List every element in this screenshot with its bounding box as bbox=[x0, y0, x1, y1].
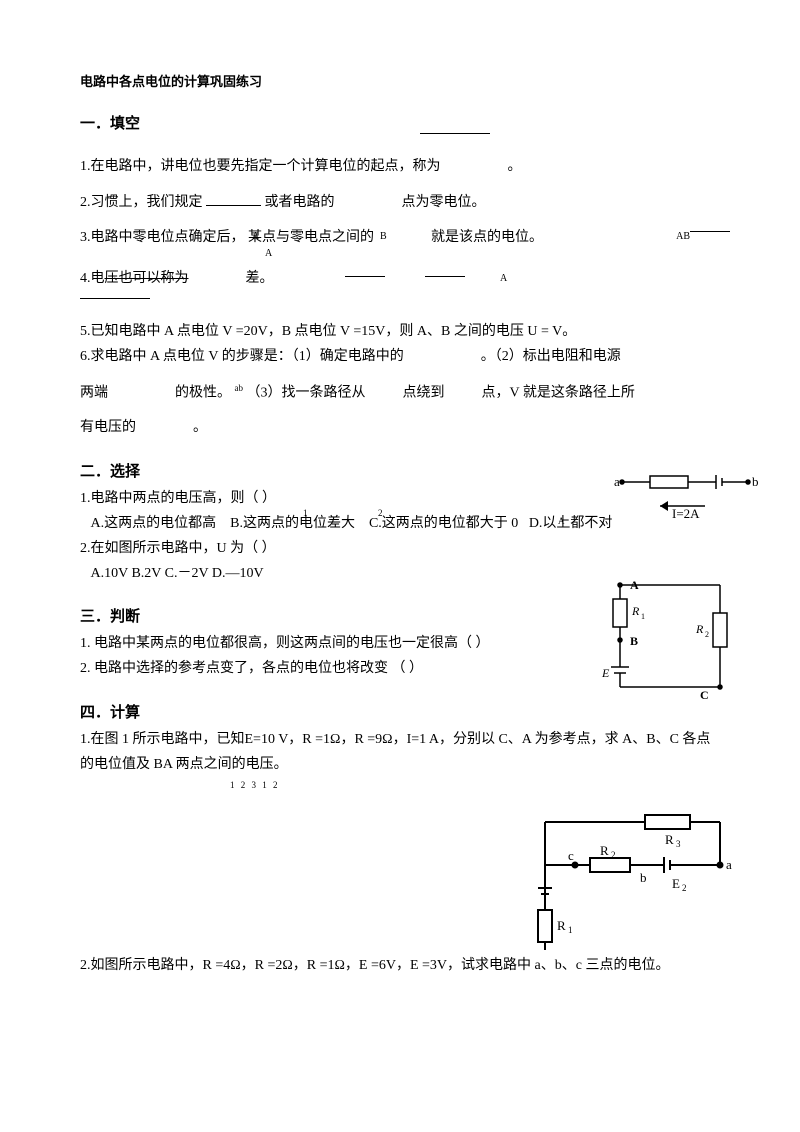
s2q2: 2.在如图所示电路中，U 为（ ） bbox=[80, 536, 720, 561]
q4-stray2 bbox=[425, 276, 465, 277]
page: 电路中各点电位的计算巩固练习 一．填空 1.在电路中，讲电位也要先指定一个计算电… bbox=[0, 0, 800, 1018]
q6a: 6.求电路中 A 点电位 V 的步骤是：（1）确定电路中的 。（2）标出电阻和电… bbox=[80, 344, 720, 369]
q6a-end: 。（2）标出电阻和电源 bbox=[481, 349, 621, 364]
q3-supA: A bbox=[252, 228, 259, 246]
lbl-R2s: 2 bbox=[611, 850, 616, 860]
lbl-C: C bbox=[700, 688, 709, 702]
lbl-R1: R bbox=[631, 604, 640, 618]
q3-stray-blank bbox=[690, 231, 730, 232]
lbl-R1s: 1 bbox=[568, 925, 573, 935]
q5-text: 5.已知电路中 A 点电位 V =20V，B 点电位 V =15V，则 A、B … bbox=[80, 324, 576, 339]
q2-a: 2.习惯上，我们规定 bbox=[80, 195, 203, 210]
q4-supA: A bbox=[500, 270, 507, 288]
section1-heading: 一．填空 bbox=[80, 111, 720, 138]
q6b-a: 两端 bbox=[80, 385, 108, 400]
s2q1-optB: B.这两点的电位差大 bbox=[230, 516, 355, 531]
lbl-R3: R bbox=[665, 832, 674, 847]
lbl-A: A bbox=[630, 578, 639, 592]
lbl-R1s: 1 bbox=[641, 612, 645, 621]
q3-a: 3.电路中零电位点确定后， bbox=[80, 230, 245, 245]
s2q1-supA: A bbox=[558, 513, 565, 529]
lbl-b: b bbox=[640, 870, 647, 885]
s4q2: 2.如图所示电路中，R =4Ω，R =2Ω，R =1Ω，E =6V，E =3V，… bbox=[80, 953, 720, 978]
q6b-supab: ab bbox=[235, 383, 244, 393]
s2q1-optC: C.这两点的电位都大于 0 bbox=[369, 516, 518, 531]
q6b-e: 点，V 就是这条路径上所 bbox=[482, 385, 635, 400]
q6b-d: 点绕到 bbox=[403, 385, 445, 400]
q2: 2.习惯上，我们规定 或者电路的 点为零电位。 bbox=[80, 190, 720, 215]
lbl-E2s: 2 bbox=[682, 883, 687, 893]
lbl-E2: E bbox=[672, 876, 680, 891]
q1: 1.在电路中，讲电位也要先指定一个计算电位的起点，称为 。 bbox=[80, 154, 720, 179]
q2-c: 点为零电位。 bbox=[402, 195, 486, 210]
q4-end: 差。 bbox=[246, 271, 274, 286]
section1-heading-text: 一．填空 bbox=[80, 116, 140, 132]
lbl-b: b bbox=[752, 474, 759, 489]
q3-subA: A bbox=[265, 245, 272, 263]
lbl-E: E bbox=[601, 666, 610, 680]
lbl-R2: R bbox=[695, 622, 704, 636]
lbl-a: a bbox=[726, 857, 732, 872]
q2-blank1 bbox=[206, 205, 261, 206]
q6c: 有电压的 。 bbox=[80, 415, 720, 440]
q4-stray3 bbox=[80, 298, 150, 299]
s2q1-optD: D.以上都不对 bbox=[529, 516, 613, 531]
s2q1-sup2: 2 bbox=[378, 505, 383, 521]
lbl-R3s: 3 bbox=[676, 839, 681, 849]
q4: 4.电压也可以称为 差。 A bbox=[80, 266, 720, 291]
q3-supB: B bbox=[380, 228, 387, 246]
q6a-text: 6.求电路中 A 点电位 V 的步骤是：（1）确定电路中的 bbox=[80, 349, 404, 364]
lbl-a: a bbox=[614, 474, 620, 489]
circuit-r123-icon: R 3 R 2 R 1 E 2 c b a bbox=[520, 810, 740, 955]
q4-strike: 压也可以称为 bbox=[105, 271, 189, 286]
q6c-b: 。 bbox=[193, 420, 207, 435]
lbl-c: c bbox=[568, 848, 574, 863]
q4-a: 4.电 bbox=[80, 271, 105, 286]
q1-text: 1.在电路中，讲电位也要先指定一个计算电位的起点，称为 bbox=[80, 159, 441, 174]
s4q1-subs: 1 2 3 1 2 bbox=[80, 777, 720, 793]
q5: 5.已知电路中 A 点电位 V =20V，B 点电位 V =15V，则 A、B … bbox=[80, 319, 720, 344]
q2-b: 或者电路的 bbox=[265, 195, 335, 210]
q6c-a: 有电压的 bbox=[80, 420, 136, 435]
q3-supAB: AB bbox=[676, 228, 690, 246]
q6b-c: （3）找一条路径从 bbox=[247, 385, 366, 400]
lbl-I: I=2A bbox=[672, 506, 700, 521]
circuit-r1r2-icon: A B C E R 1 R 2 bbox=[600, 575, 740, 705]
q3-c: 就是该点的电位。 bbox=[431, 230, 543, 245]
s2q2-opts-text: A.10V B.2V C.－2V D.―10V bbox=[91, 566, 264, 581]
s2q1-sup1: 1 bbox=[303, 505, 308, 521]
q4-stray1 bbox=[345, 276, 385, 277]
lbl-R1: R bbox=[557, 918, 566, 933]
s4q1: 1.在图 1 所示电路中，已知E=10 V，R =1Ω，R =9Ω，I=1 A，… bbox=[80, 727, 720, 777]
circuit-ab-icon: a b I=2A bbox=[610, 468, 760, 523]
lbl-R2: R bbox=[600, 843, 609, 858]
stray-blank bbox=[420, 133, 490, 134]
q1-end: 。 bbox=[508, 159, 522, 174]
q3: 3.电路中零电位点确定后， A 某点与零电点之间的 B 就是该点的电位。 AB … bbox=[80, 225, 720, 250]
q6b: 两端 的极性。 ab （3）找一条路径从 点绕到 点，V 就是这条路径上所 bbox=[80, 380, 720, 406]
s2q1-optA: A.这两点的电位都高 bbox=[91, 516, 217, 531]
lbl-B: B bbox=[630, 634, 638, 648]
q6b-b: 的极性。 bbox=[175, 385, 231, 400]
doc-title: 电路中各点电位的计算巩固练习 bbox=[80, 70, 720, 93]
q3-b: 某点与零电点之间的 bbox=[248, 230, 374, 245]
lbl-R2s: 2 bbox=[705, 630, 709, 639]
